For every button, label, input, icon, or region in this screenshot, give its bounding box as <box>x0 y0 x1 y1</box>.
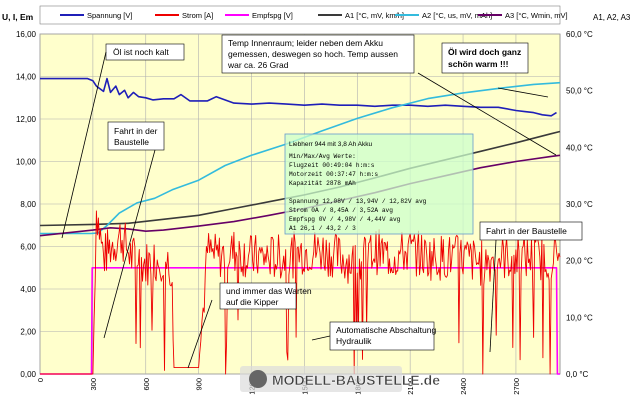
annotation-text: Öl wird doch ganz schön warm !!! <box>448 47 521 69</box>
y-left-tick: 10,00 <box>16 158 37 167</box>
watermark-text: MODELL-BAUSTELLE.de <box>272 372 440 388</box>
annotation-box <box>329 321 435 351</box>
info-box-line: Min/Max/Avg Werte: <box>289 153 356 160</box>
annotation-oil-warm: Öl wird doch ganz schön warm !!! <box>441 42 549 98</box>
y-left-tick: 2,00 <box>20 328 36 337</box>
right-tick-labels: 0,0 °C 10,0 °C 20,0 °C 30,0 °C 40,0 °C 50,0 °… <box>566 30 593 379</box>
annotation-drive-2: Fahrt in der Baustelle <box>479 221 583 353</box>
annotation-box <box>441 42 529 74</box>
y-right-tick: 20,0 °C <box>566 257 593 266</box>
legend-box <box>39 5 561 25</box>
watermark: MODELL-BAUSTELLE.de <box>240 366 440 392</box>
y-right-tick: 10,0 °C <box>566 313 593 322</box>
legend-label: A3 [°C, Wmin, mV] <box>505 11 568 20</box>
annotation-text: Automatische Abschaltung Hydraulik <box>336 325 436 346</box>
y-left-tick: 8,00 <box>20 200 36 209</box>
y-right-tick: 50,0 °C <box>566 87 593 96</box>
annotation-pointer <box>187 299 213 369</box>
x-tick: 2700 <box>512 378 521 395</box>
info-box-line: Kapazität 2878 mAh <box>289 180 356 187</box>
annotation-pointer <box>311 335 331 341</box>
series-line <box>40 81 561 235</box>
legend-items: Spannung [V] Strom [A] Empfspg [V] A1 [°C, … <box>60 11 568 20</box>
annotation-pointer <box>103 149 156 339</box>
y-right-tick: 30,0 °C <box>566 200 593 209</box>
annotation-pointer <box>417 72 557 156</box>
info-box: Liebherr 944 mit 3,8 Ah Akku Min/Max/Avg… <box>284 133 474 235</box>
watermark-plate <box>240 366 402 392</box>
annotation-text: Öl ist noch kalt <box>113 47 169 57</box>
annotation-pointer <box>61 51 107 239</box>
series-line <box>40 77 557 117</box>
left-tick-labels: 0,00 2,00 4,00 6,00 8,00 10,00 12,00 14,00 16,00 <box>16 30 37 379</box>
annotation-box <box>107 121 165 151</box>
annotation-waiting: und immer das Warten auf die Kipper <box>187 282 312 369</box>
info-box-title: Liebherr 944 mit 3,8 Ah Akku <box>289 141 372 148</box>
y-left-tick: 14,00 <box>16 73 37 82</box>
x-tick: 2400 <box>459 378 468 395</box>
annotation-auto-shutoff: Automatische Abschaltung Hydraulik <box>311 321 436 351</box>
annotation-temp-inside: Temp Innenraum; leider neben dem Akku gem… <box>221 34 557 156</box>
info-box-line: Strom 0A / 8,45A / 3,52A avg <box>289 207 393 214</box>
annotation-text: und immer das Warten auf die Kipper <box>226 286 312 307</box>
annotation-box <box>221 34 415 74</box>
y-left-tick: 6,00 <box>20 243 36 252</box>
legend-label: A1 [°C, mV, km/h] <box>345 11 404 20</box>
info-box-line: Empfspg 0V / 4,98V / 4,44V avg <box>289 216 401 223</box>
annotation-text: Fahrt in der Baustelle <box>486 226 567 236</box>
annotation-pointer <box>497 87 549 98</box>
left-axis-title: U, I, Em <box>2 12 34 22</box>
y-right-tick: 40,0 °C <box>566 143 593 152</box>
x-tick: 300 <box>89 378 98 391</box>
y-right-tick: 60,0 °C <box>566 30 593 39</box>
y-left-tick: 16,00 <box>16 30 37 39</box>
x-tick: 900 <box>195 378 204 391</box>
watermark-logo-icon <box>249 370 267 388</box>
annotation-drive-1: Fahrt in der Baustelle <box>103 121 165 339</box>
annotation-text: Temp Innenraum; leider neben dem Akku gem… <box>227 38 398 70</box>
y-left-tick: 12,00 <box>16 115 37 124</box>
x-tick: 0 <box>36 378 45 382</box>
y-left-tick: 0,00 <box>20 370 36 379</box>
info-box-line: A1 26,1 / 43,2 / 3 <box>289 225 356 232</box>
legend-label: A2 [°C, us, mV, mAh] <box>422 11 492 20</box>
annotation-pointer <box>489 239 497 353</box>
y-right-tick: 0,0 °C <box>566 370 589 379</box>
legend-label: Strom [A] <box>182 11 213 20</box>
info-box-line: Spannung 12,08V / 13,94V / 12,82V avg <box>289 198 427 205</box>
x-tick: 600 <box>142 378 151 391</box>
legend-label: Spannung [V] <box>87 11 132 20</box>
x-tick: 2100 <box>406 378 415 395</box>
info-box-frame <box>284 133 474 235</box>
annotation-oil-cold: Öl ist noch kalt <box>61 43 185 239</box>
y-left-tick: 4,00 <box>20 285 36 294</box>
info-box-line: Motorzeit 00:37:47 h:m:s <box>289 171 378 178</box>
info-box-lines: Min/Max/Avg Werte: Flugzeit 00:49:04 h:m:… <box>289 153 427 232</box>
annotation-text: Fahrt in der Baustelle <box>114 126 158 147</box>
annotation-box <box>479 221 583 241</box>
annotation-box <box>219 282 297 310</box>
legend-label: Empfspg [V] <box>252 11 293 20</box>
right-axis-title: A1, A2, A3 <box>593 13 631 22</box>
legend: Spannung [V] Strom [A] Empfspg [V] A1 [°C, … <box>39 5 568 25</box>
info-box-line: Flugzeit 00:49:04 h:m:s <box>289 162 375 169</box>
